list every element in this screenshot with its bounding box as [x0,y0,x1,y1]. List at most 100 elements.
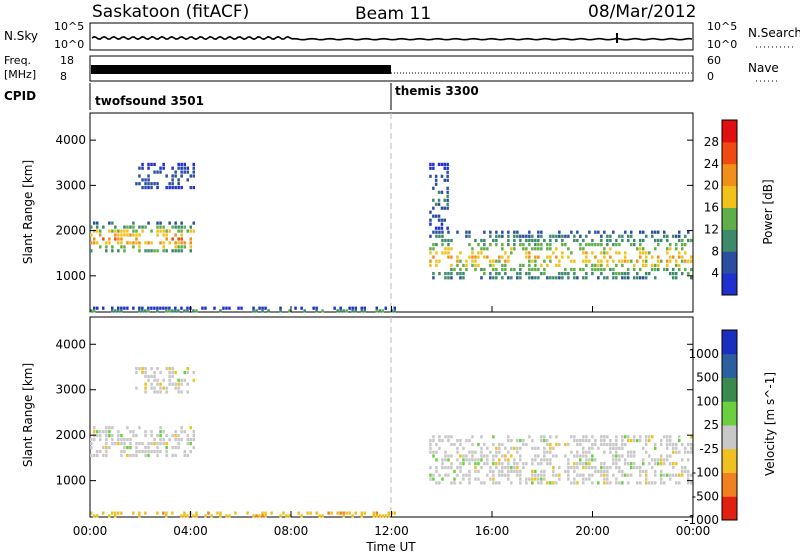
freq-unit: [MHz] [4,68,36,81]
echo-cell [543,450,546,454]
echo-cell [456,259,459,263]
echo-cell [204,514,207,518]
echo-cell [507,435,510,439]
echo-cell [195,511,198,515]
echo-cell [612,267,615,272]
echo-cell [440,174,444,178]
echo-cell [446,190,449,194]
echo-cell [384,514,387,518]
echo-cell [492,238,495,243]
echo-cell [495,238,498,243]
echo-cell [126,426,129,430]
echo-cell [132,430,135,434]
echo-cell [666,454,669,458]
echo-cell [645,481,648,485]
colorbar-swatch [722,141,737,165]
echo-cell [180,229,183,233]
echo-cell [444,473,447,477]
echo-cell [429,263,432,267]
echo-cell [456,263,459,267]
echo-cell [579,458,582,462]
echo-cell [600,243,603,247]
echo-cell [446,194,449,198]
echo-cell [165,249,168,253]
echo-cell [498,481,501,485]
echo-cell [360,309,363,313]
echo-cell [108,241,111,245]
echo-cell [138,241,141,245]
echo-cell [579,462,582,466]
echo-cell [516,230,519,234]
echo-cell [495,462,498,466]
colorbar-tick-label: 25 [704,418,719,432]
echo-cell [162,378,165,382]
echo-cell [120,237,123,241]
echo-cell [519,469,522,473]
echo-cell [573,477,576,481]
echo-cell [339,511,342,515]
echo-cell [612,446,615,450]
echo-cell [219,514,222,518]
echo-cell [621,259,624,263]
echo-cell [633,263,636,267]
echo-cell [174,382,177,386]
echo-cell [639,267,642,272]
echo-cell [165,442,168,446]
echo-cell [612,259,615,263]
y-tick-label: 3000 [55,178,86,192]
echo-cell [159,382,162,386]
echo-cell [447,238,450,243]
echo-cell [618,234,621,238]
echo-cell [126,229,129,233]
echo-cell [156,225,159,229]
echo-cell [468,439,471,443]
echo-cell [522,442,525,447]
echo-cell [327,511,330,515]
echo-cell [660,469,663,473]
echo-cell [174,221,177,225]
echo-cell [108,426,111,430]
echo-cell [567,477,570,481]
echo-cell [462,454,465,458]
echo-cell [546,462,549,466]
echo-cell [252,309,255,313]
echo-cell [549,243,552,247]
echo-cell [561,243,564,247]
echo-cell [621,276,624,280]
echo-cell [456,446,459,450]
echo-cell [663,267,666,272]
echo-cell [189,229,192,233]
echo-cell [150,241,153,245]
y-tick-label: 3000 [55,383,86,397]
echo-cell [528,234,531,238]
echo-cell [495,446,498,450]
echo-cell [666,473,669,477]
echo-cell [234,511,237,515]
echo-cell [672,462,675,466]
echo-cell [105,438,108,442]
echo-cell [597,276,600,280]
echo-cell [393,309,396,313]
echo-cell [261,306,264,310]
echo-cell [105,453,108,458]
echo-cell [606,442,609,447]
echo-cell [443,166,446,170]
echo-cell [432,276,435,280]
echo-cell [180,237,183,241]
echo-cell [522,466,525,470]
echo-cell [675,481,678,485]
y-tick-label: 1000 [55,474,86,488]
echo-cell [492,454,495,458]
echo-cell [603,442,606,447]
echo-cell [492,462,495,466]
echo-cell [354,306,357,310]
colorbar-swatch [722,330,737,355]
echo-cell [585,439,588,443]
echo-cell [621,238,624,243]
echo-cell [90,438,93,442]
echo-cell [669,272,672,276]
echo-cell [225,514,228,518]
echo-cell [516,446,519,450]
echo-cell [180,174,183,178]
echo-cell [195,514,198,518]
